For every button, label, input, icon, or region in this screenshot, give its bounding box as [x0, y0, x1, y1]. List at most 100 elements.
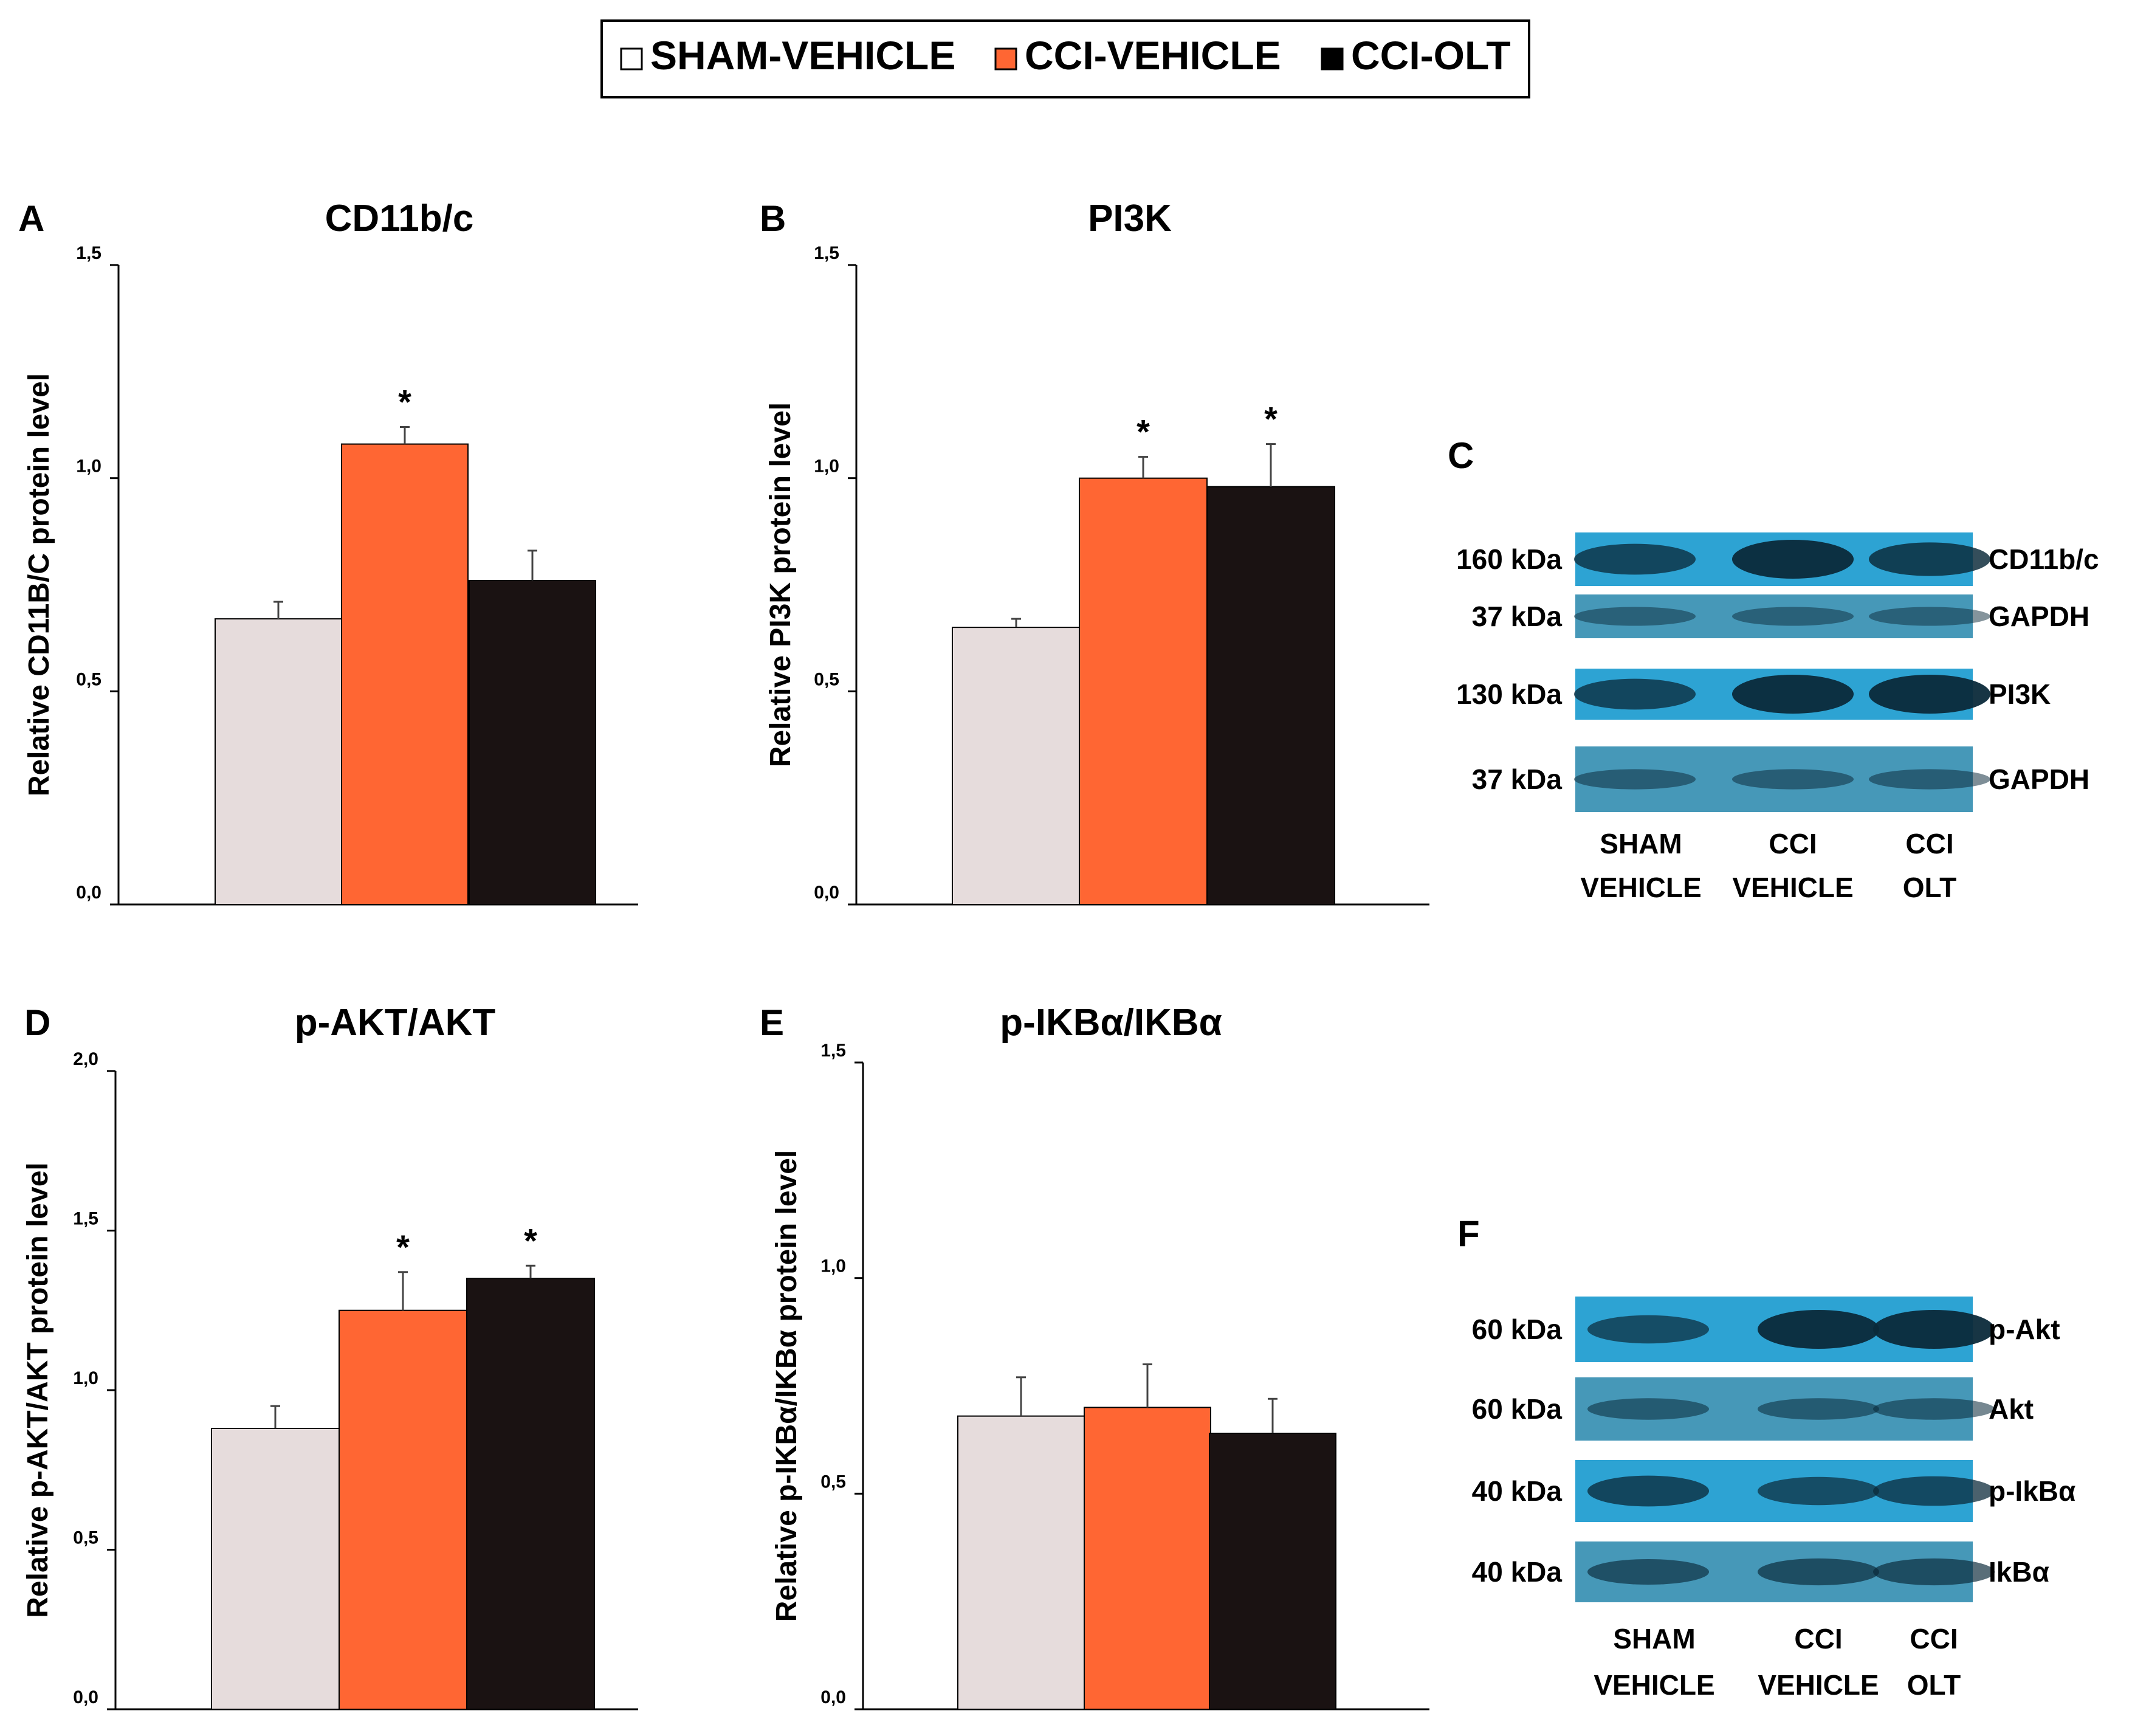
blot-protein-label: p-IkBα [1989, 1475, 2075, 1507]
blot-band [1574, 607, 1696, 626]
blot-band [1732, 540, 1854, 579]
blot-lane-label-line2: OLT [1907, 1669, 1961, 1701]
y-tick-label: 0,5 [814, 669, 839, 689]
blot-band [1758, 1558, 1879, 1586]
blot-protein-label: CD11b/c [1989, 543, 2099, 575]
bar-cci-olt [1209, 1433, 1336, 1710]
blot-lane-label-line2: VEHICLE [1580, 872, 1701, 903]
bar-cci-vehicle [339, 1309, 467, 1710]
bar-cci-olt [1206, 486, 1335, 905]
blot-band [1873, 1476, 1995, 1506]
chart-panel-b: B PI3K Relative PI3K protein level 0,0 0,5 1,… [760, 198, 1429, 906]
blot-lane-label-line1: CCI [1905, 828, 1953, 859]
blot-band [1574, 678, 1696, 710]
bar-sham-vehicle [957, 1415, 1085, 1710]
chart-title: p-AKT/AKT [295, 1002, 496, 1044]
bar-cci-vehicle [341, 443, 469, 905]
blot-panel-c: C 160 kDa CD11b/c 37 kDa GAPDH 130 kDa PI3K 37… [1448, 435, 2099, 903]
bar-sham-vehicle [952, 627, 1081, 905]
blot-kda-label: 40 kDa [1472, 1556, 1563, 1588]
blot-band [1587, 1398, 1709, 1420]
y-tick-label: 1,5 [73, 1209, 98, 1229]
blot-lane-label-line1: CCI [1769, 828, 1817, 859]
chart-panel-a: A CD11b/c Relative CD11B/C protein level 0,… [18, 198, 638, 906]
chart-title: PI3K [1088, 198, 1172, 239]
blot-protein-label: p-Akt [1989, 1314, 2060, 1345]
panel-letter-f: F [1457, 1213, 1480, 1254]
y-tick-label: 1,0 [76, 456, 101, 477]
blot-band [1869, 607, 1990, 626]
blot-kda-label: 40 kDa [1472, 1475, 1563, 1507]
blot-band [1869, 769, 1990, 790]
blot-kda-label: 160 kDa [1456, 543, 1562, 575]
y-axis-label: Relative p-IKBα/IKBα protein level [771, 1150, 803, 1622]
blot-kda-label: 130 kDa [1456, 678, 1562, 710]
y-tick-label: 2,0 [73, 1049, 98, 1069]
blot-band [1587, 1475, 1709, 1507]
blot-band [1732, 607, 1854, 626]
panel-letter: B [760, 198, 786, 239]
panel-letter: A [18, 198, 44, 239]
y-tick-label: 1,0 [814, 456, 839, 477]
blot-lane-label-line2: OLT [1903, 872, 1957, 903]
blot-band [1758, 1310, 1879, 1349]
blot-protein-label: GAPDH [1989, 601, 2089, 632]
panel-letter: E [760, 1002, 784, 1043]
blot-lane-label-line2: VEHICLE [1594, 1669, 1714, 1701]
y-tick-label: 0,0 [73, 1687, 98, 1707]
legend-swatch-cci-olt [1321, 47, 1344, 71]
blot-lane-label-line1: SHAM [1613, 1623, 1695, 1655]
blot-panel-f: F 60 kDa p-Akt 60 kDa Akt 40 kDa p-IkBα 40 kDa… [1457, 1213, 2075, 1701]
legend-frame [600, 19, 1530, 98]
bar-cci-vehicle [1084, 1407, 1211, 1710]
y-tick-label: 0,0 [814, 883, 839, 903]
significance-marker: * [396, 1228, 410, 1266]
blot-kda-label: 60 kDa [1472, 1393, 1563, 1425]
y-tick-label: 0,0 [820, 1687, 846, 1707]
legend-label-cci-vehicle: CCI-VEHICLE [1025, 33, 1281, 78]
y-tick-label: 1,5 [820, 1041, 846, 1061]
legend-label-sham-vehicle: SHAM-VEHICLE [650, 33, 955, 78]
legend-swatch-cci-vehicle [994, 47, 1017, 71]
blot-protein-label: Akt [1989, 1393, 2034, 1425]
blot-band [1869, 542, 1990, 576]
blot-band [1758, 1476, 1879, 1506]
blot-band [1873, 1558, 1995, 1586]
blot-kda-label: 37 kDa [1472, 601, 1563, 632]
y-axis-label: Relative PI3K protein level [765, 402, 797, 767]
significance-marker: * [1264, 400, 1277, 438]
panel-letter: D [24, 1002, 50, 1043]
y-tick-label: 1,5 [76, 243, 101, 263]
blot-lane-label-line1: CCI [1910, 1623, 1958, 1655]
bar-cci-olt [466, 1278, 595, 1710]
blot-band [1732, 675, 1854, 714]
blot-lane-label-line1: SHAM [1600, 828, 1682, 859]
chart-title: CD11b/c [325, 198, 474, 239]
significance-marker: * [1136, 413, 1150, 451]
y-tick-label: 1,0 [73, 1368, 98, 1388]
blot-kda-label: 60 kDa [1472, 1314, 1563, 1345]
y-tick-label: 0,5 [820, 1472, 846, 1492]
y-tick-label: 1,5 [814, 243, 839, 263]
blot-lane-label-line2: VEHICLE [1758, 1669, 1879, 1701]
blot-protein-label: IkBα [1989, 1556, 2049, 1588]
blot-band [1869, 675, 1990, 714]
y-axis-label: Relative p-AKT/AKT protein level [22, 1162, 54, 1617]
blot-band [1758, 1398, 1879, 1420]
blot-lane-label-line1: CCI [1794, 1623, 1842, 1655]
legend-swatch-sham-vehicle [620, 47, 643, 71]
significance-marker: * [398, 383, 411, 421]
y-tick-label: 1,0 [820, 1256, 846, 1276]
blot-protein-label: GAPDH [1989, 763, 2089, 795]
y-axis-label: Relative CD11B/C protein level [23, 373, 55, 796]
bar-sham-vehicle [211, 1428, 340, 1710]
blot-lane-label-line2: VEHICLE [1732, 872, 1853, 903]
bar-cci-vehicle [1079, 477, 1208, 905]
blot-band [1574, 769, 1696, 790]
legend: SHAM-VEHICLE CCI-VEHICLE CCI-OLT [600, 19, 1530, 98]
bar-cci-olt [469, 579, 596, 905]
y-tick-label: 0,5 [76, 669, 101, 689]
blot-band [1587, 1315, 1709, 1344]
